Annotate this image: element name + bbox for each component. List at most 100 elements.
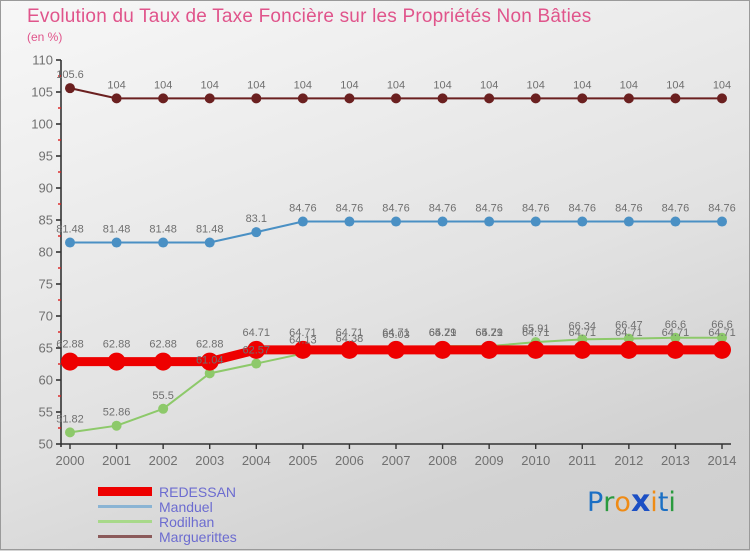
data-point	[526, 340, 545, 359]
data-point-label: 104	[154, 79, 172, 91]
data-point-label: 64.71	[569, 327, 597, 339]
y-axis-tick-label: 60	[39, 373, 53, 388]
data-point-label: 104	[620, 79, 638, 91]
y-axis-tick-label: 95	[39, 149, 53, 164]
logo-letter: r	[603, 487, 615, 518]
data-point-label: 84.76	[522, 203, 550, 215]
legend-item-marguerittes[interactable]: Marguerittes	[97, 528, 347, 545]
data-point-label: 84.76	[569, 203, 597, 215]
data-point-label: 62.57	[243, 345, 271, 357]
data-point-label: 81.48	[196, 224, 224, 236]
data-point	[107, 352, 126, 371]
y-axis-tick-label: 90	[39, 181, 53, 196]
x-axis-tick-label: 2009	[475, 453, 504, 468]
data-point	[573, 340, 592, 359]
data-point	[670, 216, 681, 227]
data-point	[251, 93, 262, 104]
data-point	[204, 93, 215, 104]
data-point	[577, 93, 588, 104]
data-point-label: 104	[340, 79, 358, 91]
data-point	[247, 340, 266, 359]
data-point	[251, 358, 262, 369]
data-point-label: 81.48	[103, 224, 131, 236]
legend-item-label: Manduel	[159, 498, 213, 515]
data-point	[293, 340, 312, 359]
chart-series	[61, 83, 731, 438]
data-point	[204, 237, 215, 248]
legend-color-swatch	[97, 520, 153, 523]
logo-letter: o	[614, 487, 631, 518]
x-axis-tick-label: 2003	[195, 453, 224, 468]
x-axis-tick-label: 2012	[614, 453, 643, 468]
data-point-label: 65.29	[429, 327, 457, 339]
x-axis-tick-label: 2010	[521, 453, 550, 468]
data-point	[65, 427, 75, 438]
data-point	[484, 216, 495, 227]
data-point	[670, 93, 681, 104]
data-point-label: 62.88	[103, 339, 131, 351]
data-point	[437, 93, 448, 104]
data-point-label: 65.91	[522, 323, 550, 335]
y-axis-tick-label: 75	[39, 277, 53, 292]
x-axis-tick-label: 2014	[708, 453, 737, 468]
data-point-label: 104	[573, 79, 591, 91]
data-point-label: 62.88	[149, 339, 177, 351]
data-point-label: 62.88	[196, 339, 224, 351]
data-point	[391, 216, 401, 227]
legend-item-label: Rodilhan	[159, 513, 215, 530]
data-point-label: 66.6	[711, 319, 732, 331]
data-point	[111, 420, 122, 431]
data-point-label: 65.29	[475, 327, 503, 339]
data-point-label: 55.5	[152, 390, 173, 402]
data-point	[433, 340, 452, 359]
data-point-label: 104	[480, 79, 498, 91]
x-axis-tick-label: 2004	[242, 453, 271, 468]
data-point	[670, 332, 681, 343]
data-point	[530, 216, 541, 227]
x-axis-tick-label: 2005	[288, 453, 317, 468]
data-point	[437, 216, 448, 227]
x-axis-tick-label: 2000	[56, 453, 85, 468]
data-point	[65, 237, 75, 248]
x-axis-tick-label: 2002	[149, 453, 178, 468]
data-point-label: 52.86	[103, 407, 131, 419]
data-point-label: 64.71	[382, 327, 410, 339]
data-point-label: 84.76	[429, 203, 457, 215]
data-point	[344, 216, 355, 227]
data-point	[387, 340, 405, 359]
y-axis-tick-label: 110	[32, 53, 53, 68]
data-point-label: 64.13	[289, 335, 317, 347]
y-axis-tick-label: 105	[31, 85, 53, 100]
legend-item-label: Marguerittes	[159, 528, 237, 545]
legend-item-rodilhan[interactable]: Rodilhan	[97, 513, 347, 530]
data-point	[713, 340, 731, 359]
data-point	[111, 93, 122, 104]
data-point-label: 64.71	[289, 327, 317, 339]
y-axis-tick-label: 65	[39, 341, 53, 356]
legend-item-label: REDESSAN	[159, 483, 237, 500]
x-axis-tick-label: 2013	[661, 453, 690, 468]
data-point-label: 81.48	[149, 224, 177, 236]
data-point-label: 104	[247, 79, 265, 91]
legend-color-swatch	[97, 505, 153, 508]
data-point-label: 81.48	[56, 224, 84, 236]
y-axis-tick-label: 70	[39, 309, 53, 324]
data-point	[623, 333, 634, 344]
x-axis-tick-label: 2008	[428, 453, 457, 468]
data-point-label: 104	[666, 79, 684, 91]
proxiti-logo: Proxiti	[587, 487, 676, 517]
data-point	[297, 216, 308, 227]
data-point-label: 104	[107, 79, 125, 91]
data-point	[530, 93, 541, 104]
data-point	[61, 352, 79, 371]
data-point	[717, 93, 727, 104]
legend-item-redessan[interactable]: REDESSAN	[97, 483, 347, 500]
data-point	[154, 352, 173, 371]
legend-item-manduel[interactable]: Manduel	[97, 498, 347, 515]
data-point-label: 65.03	[382, 329, 410, 341]
data-point-label: 64.71	[429, 327, 457, 339]
data-point-label: 83.1	[246, 213, 267, 225]
legend-color-swatch	[97, 487, 153, 496]
